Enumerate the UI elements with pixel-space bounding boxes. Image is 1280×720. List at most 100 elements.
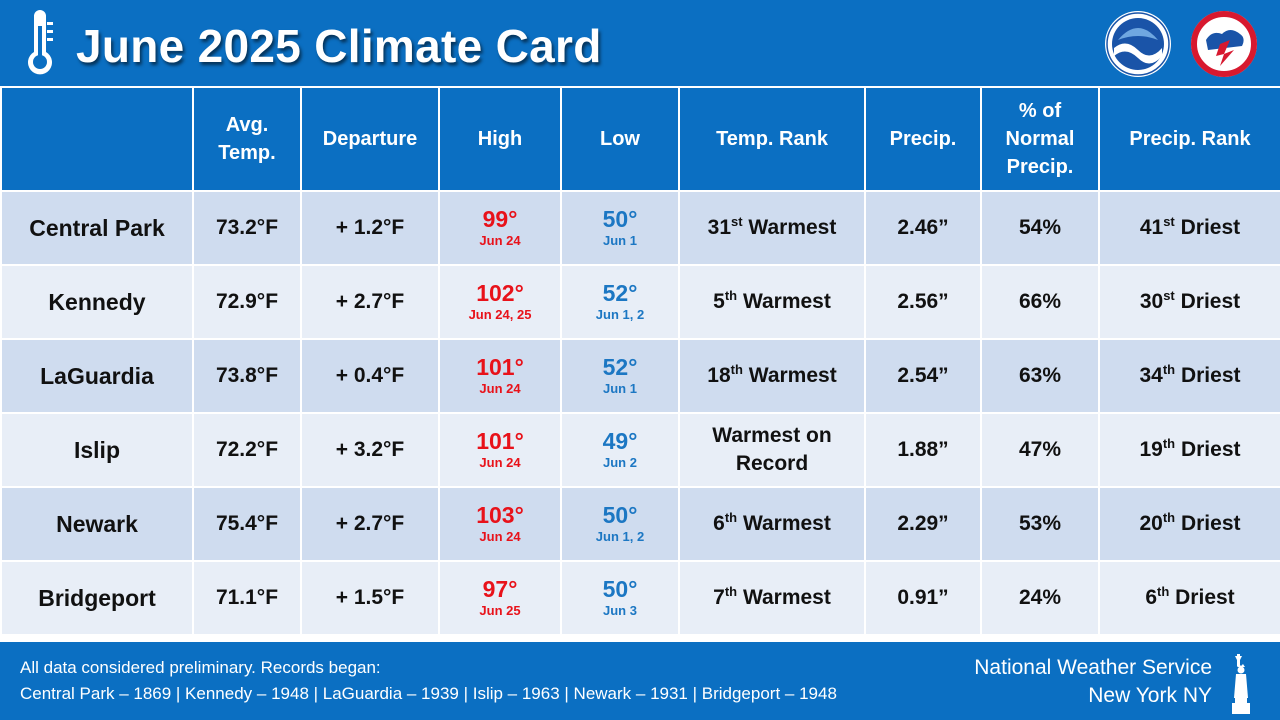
precip-rank-number: 19: [1139, 438, 1163, 461]
temp-rank-cell: 7th Warmest: [678, 560, 866, 636]
station-name: Bridgeport: [0, 560, 194, 636]
avg-temp-cell: 72.9°F: [192, 264, 302, 340]
table-row: Bridgeport 71.1°F + 1.5°F 97° Jun 25 50° Jun 3…: [0, 560, 1280, 636]
avg-temp-cell: 72.2°F: [192, 412, 302, 488]
precip-cell: 2.29”: [864, 486, 982, 562]
low-date: Jun 3: [603, 603, 637, 618]
low-cell: 49° Jun 2: [560, 412, 680, 488]
low-date: Jun 1: [603, 233, 637, 248]
temp-rank-text: Warmest: [748, 216, 837, 239]
departure-cell: + 3.2°F: [300, 412, 440, 488]
precip-rank-number: 20: [1139, 512, 1163, 535]
high-value: 101°: [476, 428, 524, 454]
pct-normal-cell: 63%: [980, 338, 1100, 414]
column-header: High: [438, 86, 562, 192]
avg-temp-cell: 71.1°F: [192, 560, 302, 636]
high-value: 97°: [482, 576, 518, 602]
temp-rank-suffix: st: [731, 214, 743, 229]
temp-rank-text: Warmest on Record: [712, 424, 832, 475]
low-date: Jun 1: [603, 381, 637, 396]
precip-rank-number: 6: [1145, 586, 1158, 609]
low-cell: 50° Jun 1: [560, 190, 680, 266]
temp-rank-text: Warmest: [742, 290, 831, 313]
station-name: Kennedy: [0, 264, 194, 340]
temp-rank-suffix: th: [724, 288, 738, 303]
high-value: 101°: [476, 354, 524, 380]
precip-rank-suffix: st: [1163, 214, 1175, 229]
footer: All data considered preliminary. Records…: [0, 642, 1280, 720]
preliminary-note: All data considered preliminary. Records…: [20, 658, 381, 677]
column-header: [0, 86, 194, 192]
temp-rank-suffix: th: [730, 362, 743, 377]
office-name: New York NY: [1088, 684, 1212, 707]
temp-rank-text: Warmest: [748, 364, 837, 387]
temp-rank-number: 7: [713, 586, 725, 609]
low-date: Jun 1, 2: [595, 307, 645, 322]
table-row: LaGuardia 73.8°F + 0.4°F 101° Jun 24 52° Jun 1…: [0, 338, 1280, 414]
header: June 2025 Climate Card: [0, 0, 1280, 86]
precip-rank-text: Driest: [1180, 364, 1241, 387]
low-date: Jun 1, 2: [595, 529, 645, 544]
column-header: Precip. Rank: [1098, 86, 1280, 192]
high-date: Jun 24: [479, 529, 521, 544]
pct-normal-cell: 24%: [980, 560, 1100, 636]
temp-rank-cell: 5th Warmest: [678, 264, 866, 340]
precip-cell: 2.56”: [864, 264, 982, 340]
high-value: 103°: [476, 502, 524, 528]
column-header: Avg. Temp.: [192, 86, 302, 192]
low-value: 52°: [602, 280, 638, 306]
low-value: 52°: [602, 354, 638, 380]
precip-rank-cell: 6th Driest: [1098, 560, 1280, 636]
departure-cell: + 2.7°F: [300, 264, 440, 340]
records-began: Central Park – 1869 | Kennedy – 1948 | L…: [20, 684, 837, 703]
departure-cell: + 1.2°F: [300, 190, 440, 266]
column-header: Low: [560, 86, 680, 192]
pct-normal-cell: 54%: [980, 190, 1100, 266]
avg-temp-cell: 75.4°F: [192, 486, 302, 562]
temp-rank-cell: 31st Warmest: [678, 190, 866, 266]
column-header: Temp. Rank: [678, 86, 866, 192]
temp-rank-cell: 18th Warmest: [678, 338, 866, 414]
temp-rank-number: 6: [713, 512, 725, 535]
temp-rank-cell: Warmest on Record: [678, 412, 866, 488]
high-cell: 99° Jun 24: [438, 190, 562, 266]
pct-normal-cell: 53%: [980, 486, 1100, 562]
high-cell: 103° Jun 24: [438, 486, 562, 562]
precip-cell: 0.91”: [864, 560, 982, 636]
departure-cell: + 0.4°F: [300, 338, 440, 414]
precip-rank-suffix: th: [1162, 510, 1176, 525]
temp-rank-number: 5: [713, 290, 725, 313]
departure-cell: + 2.7°F: [300, 486, 440, 562]
precip-rank-suffix: st: [1163, 288, 1175, 303]
station-name: Islip: [0, 412, 194, 488]
high-date: Jun 24: [479, 455, 521, 470]
low-cell: 50° Jun 3: [560, 560, 680, 636]
precip-rank-cell: 30st Driest: [1098, 264, 1280, 340]
pct-normal-cell: 66%: [980, 264, 1100, 340]
high-cell: 97° Jun 25: [438, 560, 562, 636]
temp-rank-text: Warmest: [742, 512, 831, 535]
precip-rank-cell: 19th Driest: [1098, 412, 1280, 488]
departure-cell: + 1.5°F: [300, 560, 440, 636]
precip-rank-text: Driest: [1175, 586, 1235, 609]
low-value: 50°: [602, 206, 638, 232]
avg-temp-cell: 73.2°F: [192, 190, 302, 266]
high-date: Jun 24: [479, 233, 521, 248]
page-title: June 2025 Climate Card: [76, 20, 602, 72]
column-header: % of Normal Precip.: [980, 86, 1100, 192]
station-name: Central Park: [0, 190, 194, 266]
precip-cell: 1.88”: [864, 412, 982, 488]
statue-of-liberty-icon: [1232, 654, 1250, 714]
nws-logo: [1191, 11, 1257, 77]
precip-rank-suffix: th: [1157, 584, 1170, 599]
precip-rank-text: Driest: [1180, 290, 1241, 313]
precip-rank-number: 41: [1139, 216, 1164, 239]
precip-rank-text: Driest: [1180, 438, 1241, 461]
high-value: 99°: [482, 206, 518, 232]
station-name: Newark: [0, 486, 194, 562]
temp-rank-suffix: th: [724, 510, 738, 525]
low-cell: 52° Jun 1: [560, 338, 680, 414]
low-value: 49°: [602, 428, 638, 454]
table-row: Islip 72.2°F + 3.2°F 101° Jun 24 49° Jun 2 War…: [0, 412, 1280, 488]
low-value: 50°: [602, 576, 638, 602]
